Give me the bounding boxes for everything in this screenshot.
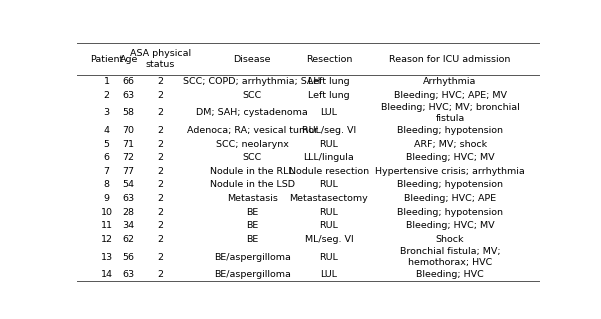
Text: 14: 14 [100, 270, 112, 279]
Text: 10: 10 [100, 208, 112, 217]
Text: SCC: SCC [242, 91, 262, 100]
Text: 77: 77 [123, 167, 135, 176]
Text: RUL: RUL [320, 140, 338, 149]
Text: 34: 34 [123, 221, 135, 230]
Text: 2: 2 [157, 208, 163, 217]
Text: Hypertensive crisis; arrhythmia: Hypertensive crisis; arrhythmia [375, 167, 525, 176]
Text: 2: 2 [157, 153, 163, 162]
Text: Bleeding; hypotension: Bleeding; hypotension [397, 181, 503, 189]
Text: Metastasis: Metastasis [227, 194, 278, 203]
Text: 7: 7 [103, 167, 109, 176]
Text: 9: 9 [103, 194, 109, 203]
Text: 62: 62 [123, 235, 135, 244]
Text: 54: 54 [123, 181, 135, 189]
Text: 2: 2 [157, 194, 163, 203]
Text: LUL: LUL [320, 270, 338, 279]
Text: 2: 2 [157, 140, 163, 149]
Text: 11: 11 [100, 221, 112, 230]
Text: 12: 12 [100, 235, 112, 244]
Text: Adenoca; RA; vesical tumor: Adenoca; RA; vesical tumor [187, 126, 317, 135]
Text: Disease: Disease [233, 55, 271, 63]
Text: RUL: RUL [320, 181, 338, 189]
Text: Shock: Shock [436, 235, 465, 244]
Text: BE: BE [246, 235, 258, 244]
Text: 2: 2 [157, 253, 163, 262]
Text: Bleeding; HVC; APE; MV: Bleeding; HVC; APE; MV [394, 91, 507, 100]
Text: Resection: Resection [306, 55, 352, 63]
Text: 2: 2 [157, 167, 163, 176]
Text: Arrhythmia: Arrhythmia [423, 77, 477, 86]
Text: SCC: SCC [242, 153, 262, 162]
Text: BE/aspergilloma: BE/aspergilloma [214, 253, 290, 262]
Text: 72: 72 [123, 153, 135, 162]
Text: Bronchial fistula; MV;
hemothorax; HVC: Bronchial fistula; MV; hemothorax; HVC [400, 247, 501, 267]
Text: BE/aspergilloma: BE/aspergilloma [214, 270, 290, 279]
Text: 1: 1 [103, 77, 109, 86]
Text: Patient: Patient [90, 55, 123, 63]
Text: RUL: RUL [320, 253, 338, 262]
Text: 2: 2 [157, 221, 163, 230]
Text: 2: 2 [157, 181, 163, 189]
Text: 56: 56 [123, 253, 135, 262]
Text: 63: 63 [123, 91, 135, 100]
Text: ASA physical
status: ASA physical status [130, 49, 191, 69]
Text: Bleeding; HVC; MV: Bleeding; HVC; MV [406, 221, 495, 230]
Text: 66: 66 [123, 77, 135, 86]
Text: BE: BE [246, 221, 258, 230]
Text: Left lung: Left lung [308, 77, 350, 86]
Text: Bleeding; HVC; MV; bronchial
fistula: Bleeding; HVC; MV; bronchial fistula [380, 103, 519, 122]
Text: 2: 2 [103, 91, 109, 100]
Text: Bleeding; hypotension: Bleeding; hypotension [397, 126, 503, 135]
Text: Bleeding; hypotension: Bleeding; hypotension [397, 208, 503, 217]
Text: 13: 13 [100, 253, 112, 262]
Text: 8: 8 [103, 181, 109, 189]
Text: Metastasectomy: Metastasectomy [290, 194, 368, 203]
Text: Bleeding; HVC; MV: Bleeding; HVC; MV [406, 153, 495, 162]
Text: Bleeding; HVC; APE: Bleeding; HVC; APE [404, 194, 496, 203]
Text: SCC; COPD; arrhythmia; SAH: SCC; COPD; arrhythmia; SAH [183, 77, 321, 86]
Text: 63: 63 [123, 270, 135, 279]
Text: RUL: RUL [320, 221, 338, 230]
Text: RUL/seg. VI: RUL/seg. VI [302, 126, 356, 135]
Text: Left lung: Left lung [308, 91, 350, 100]
Text: 70: 70 [123, 126, 135, 135]
Text: 3: 3 [103, 108, 109, 117]
Text: 2: 2 [157, 270, 163, 279]
Text: 28: 28 [123, 208, 135, 217]
Text: 2: 2 [157, 235, 163, 244]
Text: 6: 6 [103, 153, 109, 162]
Text: 2: 2 [157, 77, 163, 86]
Text: ML/seg. VI: ML/seg. VI [305, 235, 353, 244]
Text: 2: 2 [157, 91, 163, 100]
Text: DM; SAH; cystadenoma: DM; SAH; cystadenoma [197, 108, 308, 117]
Text: 2: 2 [157, 108, 163, 117]
Text: 58: 58 [123, 108, 135, 117]
Text: Nodule in the RLL: Nodule in the RLL [210, 167, 294, 176]
Text: Bleeding; HVC: Bleeding; HVC [416, 270, 484, 279]
Text: 71: 71 [123, 140, 135, 149]
Text: LUL: LUL [320, 108, 338, 117]
Text: 2: 2 [157, 126, 163, 135]
Text: Age: Age [120, 55, 138, 63]
Text: Nodule resection: Nodule resection [289, 167, 369, 176]
Text: 4: 4 [103, 126, 109, 135]
Text: 63: 63 [123, 194, 135, 203]
Text: 5: 5 [103, 140, 109, 149]
Text: ARF; MV; shock: ARF; MV; shock [413, 140, 487, 149]
Text: RUL: RUL [320, 208, 338, 217]
Text: LLL/lingula: LLL/lingula [304, 153, 355, 162]
Text: Nodule in the LSD: Nodule in the LSD [210, 181, 294, 189]
Text: BE: BE [246, 208, 258, 217]
Text: Reason for ICU admission: Reason for ICU admission [389, 55, 511, 63]
Text: SCC; neolarynx: SCC; neolarynx [216, 140, 288, 149]
